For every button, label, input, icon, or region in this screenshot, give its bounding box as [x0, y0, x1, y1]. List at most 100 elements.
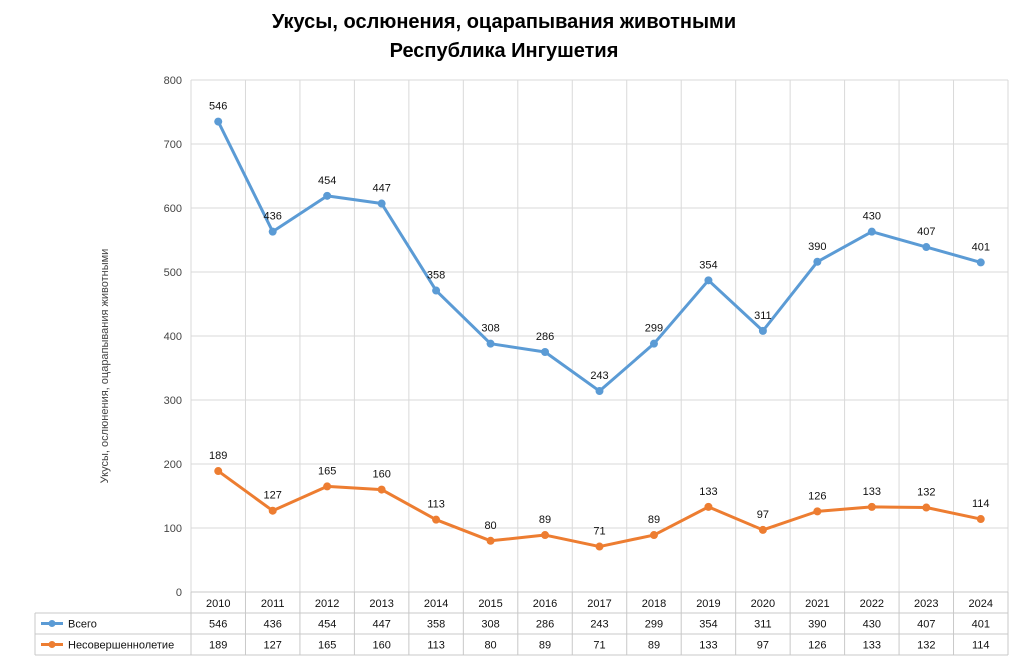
- table-cell-value: 133: [699, 640, 717, 652]
- data-point-1: [268, 227, 277, 236]
- table-cell-value: 430: [863, 619, 881, 631]
- series-line-1: [216, 120, 983, 393]
- y-tick-label: 800: [164, 75, 182, 87]
- table-header-year: 2013: [369, 598, 393, 610]
- table-cell-value: 401: [972, 619, 990, 631]
- data-point-2: [649, 531, 658, 540]
- y-tick-label: 100: [164, 523, 182, 535]
- table-cell-value: 390: [808, 619, 826, 631]
- data-table: 2010 2011 2012 2013 2014 2015 2016 2017 2018 2019…: [34, 591, 1009, 656]
- data-point-2: [758, 525, 767, 534]
- table-cell-value: 243: [590, 619, 608, 631]
- y-tick-label: 400: [164, 331, 182, 343]
- data-label-2: 89: [648, 514, 660, 526]
- data-point-1: [922, 243, 931, 252]
- table-header-year: 2024: [969, 598, 993, 610]
- legend-series-name-2: Несовершеннолетие: [68, 640, 174, 652]
- data-label-1: 358: [427, 270, 445, 282]
- table-cell-value: 407: [917, 619, 935, 631]
- data-label-1: 299: [645, 323, 663, 335]
- data-label-2: 133: [699, 486, 717, 498]
- data-point-1: [867, 227, 876, 236]
- legend-series-name-1: Всего: [68, 619, 97, 631]
- data-point-1: [486, 339, 495, 348]
- data-point-1: [813, 257, 822, 266]
- y-axis-ticks: 0 100 200 300 400 500 600 700 800: [164, 75, 182, 599]
- data-label-1: 308: [481, 323, 499, 335]
- data-label-1: 430: [863, 211, 881, 223]
- y-tick-label: 700: [164, 139, 182, 151]
- data-label-1: 390: [808, 241, 826, 253]
- table-cell-value: 132: [917, 640, 935, 652]
- data-point-2: [541, 531, 550, 540]
- data-label-2: 126: [808, 490, 826, 502]
- data-label-2: 113: [427, 499, 445, 511]
- data-point-2: [867, 502, 876, 511]
- data-point-1: [432, 286, 441, 295]
- table-cell-value: 308: [481, 619, 499, 631]
- data-point-2: [268, 506, 277, 515]
- data-label-2: 114: [972, 498, 990, 510]
- data-label-1: 436: [264, 211, 282, 223]
- data-label-2: 80: [484, 520, 496, 532]
- table-cell-value: 89: [539, 640, 551, 652]
- table-cell-value: 358: [427, 619, 445, 631]
- data-label-1: 286: [536, 331, 554, 343]
- data-label-1: 454: [318, 175, 336, 187]
- table-cell-value: 447: [372, 619, 390, 631]
- data-label-2: 189: [209, 450, 227, 462]
- table-header-year: 2016: [533, 598, 557, 610]
- table-header-year: 2020: [751, 598, 775, 610]
- table-cell-value: 160: [372, 640, 390, 652]
- y-tick-label: 0: [176, 587, 182, 599]
- data-point-1: [649, 339, 658, 348]
- data-point-2: [214, 467, 223, 476]
- data-label-1: 447: [372, 183, 390, 195]
- data-label-1: 546: [209, 101, 227, 113]
- table-cell-value: 71: [593, 640, 605, 652]
- data-label-1: 311: [754, 310, 772, 322]
- data-label-1: 407: [917, 226, 935, 238]
- data-point-2: [813, 507, 822, 516]
- data-point-2: [486, 536, 495, 545]
- data-label-1: 401: [972, 241, 990, 253]
- data-point-2: [323, 482, 332, 491]
- table-header-year: 2023: [914, 598, 938, 610]
- table-cell-value: 89: [648, 640, 660, 652]
- data-point-2: [976, 515, 985, 524]
- data-point-2: [922, 503, 931, 512]
- table-cell-value: 546: [209, 619, 227, 631]
- table-header-year: 2018: [642, 598, 666, 610]
- data-label-2: 127: [264, 490, 282, 502]
- table-header-year: 2010: [206, 598, 230, 610]
- data-point-2: [377, 485, 386, 494]
- data-label-2: 89: [539, 514, 551, 526]
- table-cell-value: 113: [427, 640, 445, 652]
- data-point-2: [595, 542, 604, 551]
- table-cell-value: 165: [318, 640, 336, 652]
- data-point-1: [704, 276, 713, 285]
- table-cell-value: 80: [484, 640, 496, 652]
- table-cell-value: 454: [318, 619, 336, 631]
- table-cell-value: 299: [645, 619, 663, 631]
- table-header-year: 2015: [478, 598, 502, 610]
- series-lines: [214, 117, 985, 551]
- grid-lines: [190, 79, 1009, 593]
- data-label-2: 160: [372, 469, 390, 481]
- chart-title-line-1: Укусы, ослюнения, оцарапывания животными: [272, 11, 736, 33]
- data-point-2: [704, 502, 713, 511]
- table-cell-value: 133: [863, 640, 881, 652]
- data-label-2: 133: [863, 486, 881, 498]
- data-point-1: [541, 348, 550, 356]
- data-labels: 546 436 454 447 358 308 286 243 299 354 311 390 430 4…: [209, 101, 990, 538]
- data-label-2: 165: [318, 465, 336, 477]
- table-header-year: 2019: [696, 598, 720, 610]
- data-point-1: [595, 387, 604, 396]
- table-cell-value: 127: [264, 640, 282, 652]
- data-point-1: [976, 258, 985, 267]
- data-point-1: [214, 117, 223, 126]
- table-cell-value: 436: [264, 619, 282, 631]
- y-tick-label: 500: [164, 267, 182, 279]
- table-header-year: 2022: [860, 598, 884, 610]
